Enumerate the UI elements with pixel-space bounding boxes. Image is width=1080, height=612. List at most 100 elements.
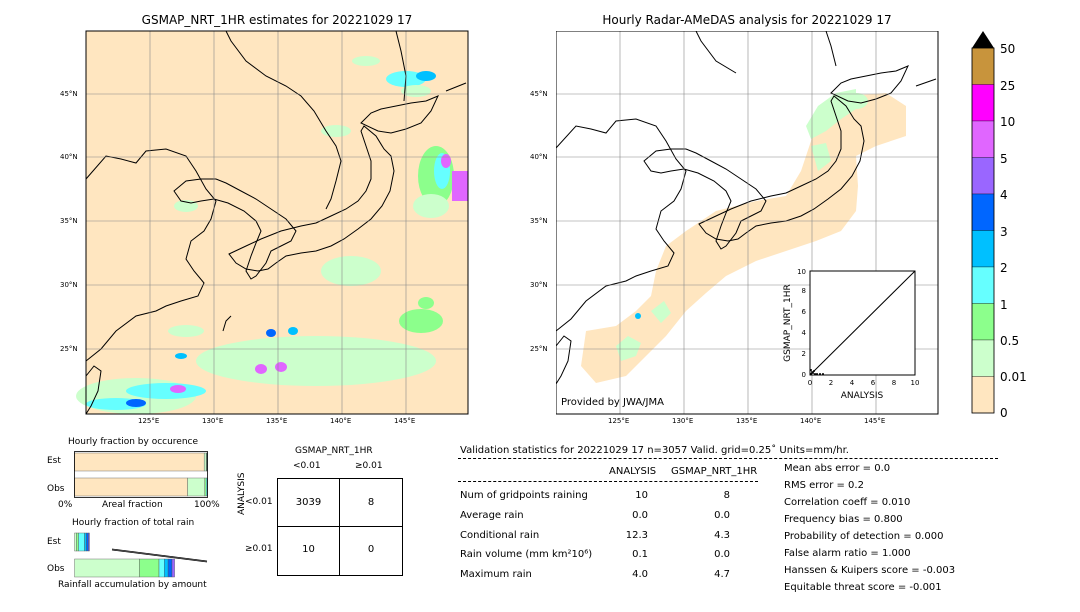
inset-x-tick: 0 [808,379,812,387]
right-lat-35: 35°N [530,217,548,225]
validation-header: Validation statistics for 20221029 17 n=… [460,445,849,456]
amount-bar-segment [171,558,175,578]
left-lat-40: 40°N [60,153,78,161]
cell-yy: 0 [367,544,375,555]
validation-divider [458,458,998,459]
amount-bar-segment [76,532,79,552]
left-rain-patches [76,56,468,414]
cbar-label-10: 10 [1000,115,1016,129]
amount-bar-segment [167,558,173,578]
left-lat-30: 30°N [60,281,78,289]
stat-analysis: 4.0 [632,569,648,580]
left-grid [86,31,468,414]
amount-xlabel: Rainfall accumulation by amount [58,580,207,590]
right-lat-25: 25°N [530,345,548,353]
right-lat-30: 30°N [530,281,548,289]
cbar-label-3: 3 [1000,225,1008,239]
amount-bar-segment [88,532,90,552]
cell-yn: 10 [302,544,315,555]
left-lon-135: 135°E [266,417,288,425]
contingency-col-1: ≥0.01 [355,461,383,471]
left-lat-35: 35°N [60,217,78,225]
amount-bar-segment [78,532,85,552]
cbar-label-0: 0 [1000,406,1008,420]
left-lat-25: 25°N [60,345,78,353]
occurrence-row-obs: Obs [47,484,65,494]
right-lat-45: 45°N [530,90,548,98]
cbar-label-001: 0.01 [1000,370,1027,384]
validation-col-analysis: ANALYSIS [609,466,657,477]
contingency-row-1: ≥0.01 [245,544,273,554]
amount-bar-segment [84,532,87,552]
stat-gsmap: 0.0 [714,510,730,521]
colorbar-segment [971,303,995,341]
inset-y-tick: 4 [802,329,807,337]
left-map [76,30,469,415]
colorbar-segment [971,266,995,304]
inset-ylabel: GSMAP_NRT_1HR [783,284,793,362]
cbar-label-4: 4 [1000,188,1008,202]
right-lon-135: 135°E [736,417,758,425]
colorbar [971,31,995,414]
left-map-title: GSMAP_NRT_1HR estimates for 20221029 17 [141,13,413,27]
cell-ny: 8 [367,497,375,508]
left-lat-45: 45°N [60,90,78,98]
colorbar-segment [971,339,995,377]
score-rmse: RMS error = 0.2 [784,480,864,491]
right-map-title: Hourly Radar-AMeDAS analysis for 2022102… [602,13,892,27]
amount-row-obs: Obs [47,564,65,574]
score-ets: Equitable threat score = -0.001 [784,582,942,593]
amount-chart [74,532,208,578]
occurrence-xlabel: Areal fraction [102,500,163,510]
right-rain-coverage [581,89,906,383]
contingency-title: GSMAP_NRT_1HR [295,446,373,456]
right-lon-140: 140°E [800,417,822,425]
inset-x-tick: 4 [850,379,855,387]
occurrence-chart [74,451,208,498]
inset-points [810,369,824,375]
score-corr: Correlation coeff = 0.010 [784,497,911,508]
cbar-label-05: 0.5 [1000,334,1020,348]
stat-gsmap: 4.3 [714,530,730,541]
left-coastlines [85,30,467,415]
stat-label: Average rain [460,510,524,521]
amount-bar-segment [158,558,165,578]
inset-y-tick: 6 [802,308,807,316]
validation-subdivider [458,481,758,482]
stat-label: Conditional rain [460,530,540,541]
inset-y-tick: 0 [802,371,806,379]
left-lon-125: 125°E [138,417,160,425]
occurrence-title: Hourly fraction by occurence [68,437,199,447]
colorbar-segment [971,230,995,268]
cbar-label-5: 5 [1000,152,1008,166]
occurrence-row-est: Est [47,456,61,466]
inset-y-ticks: 0 2 4 6 8 10 [797,268,806,379]
right-map-credit: Provided by JWA/JMA [561,397,664,408]
amount-bar-segment [139,558,160,578]
inset-y-tick: 10 [797,268,806,276]
amount-bar-segment [163,558,169,578]
validation-col-gsmap: GSMAP_NRT_1HR [671,466,758,477]
score-far: False alarm ratio = 1.000 [784,548,911,559]
stat-analysis: 0.0 [632,510,648,521]
colorbar-segment [971,120,995,158]
occurrence-bar-segment [74,477,188,497]
stat-analysis: 10 [635,490,648,501]
contingency-grid: 3039 8 10 0 [277,478,403,576]
inset-y-tick: 2 [802,350,806,358]
amount-row-est: Est [47,537,61,547]
colorbar-segment [971,376,995,414]
occurrence-bar-segment [187,477,206,497]
cell-nn: 3039 [295,497,322,508]
occurrence-x-right: 100% [194,500,220,510]
contingency-col-0: <0.01 [293,461,321,471]
occurrence-bar-segment [203,452,207,472]
colorbar-segment [971,157,995,195]
colorbar-segment [971,193,995,231]
right-coastlines [556,31,937,385]
occurrence-bar-segment [74,452,205,472]
cbar-label-25: 25 [1000,79,1016,93]
score-mae: Mean abs error = 0.0 [784,463,891,474]
inset-x-tick: 8 [892,379,896,387]
inset-scatter: 0 2 4 6 8 10 0 2 4 6 8 10 ANALYSIS GSMAP… [783,268,919,401]
